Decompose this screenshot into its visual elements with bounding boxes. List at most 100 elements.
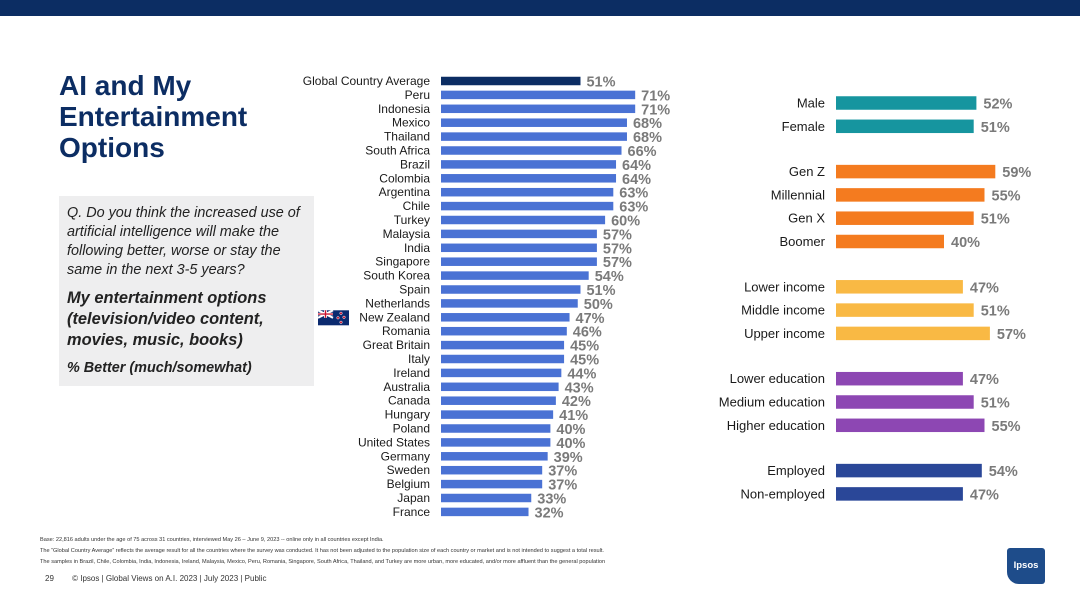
country-bar [441, 229, 597, 239]
question-text: Q. Do you think the increased use of art… [67, 205, 300, 278]
country-label: Colombia [379, 171, 430, 185]
country-bar [441, 174, 617, 183]
demographic-label: Non-employed [740, 486, 825, 501]
country-label: Belgium [387, 477, 430, 491]
demographic-value-label: 54% [989, 464, 1018, 480]
country-value-label: 68% [633, 130, 662, 146]
demographic-bar [836, 463, 982, 478]
demographic-bar [836, 418, 985, 433]
demographic-bar [836, 303, 974, 317]
country-bar [441, 132, 627, 141]
country-label: Chile [403, 199, 431, 213]
country-label: Malaysia [383, 227, 431, 241]
country-label: Great Britain [363, 338, 430, 352]
country-bar [441, 340, 565, 350]
country-label: Sweden [387, 463, 430, 477]
country-bar [441, 299, 578, 308]
question-box: Q. Do you think the increased use of art… [59, 196, 314, 386]
demographic-value-label: 59% [1002, 165, 1031, 181]
country-label: United States [358, 435, 430, 449]
country-value-label: 37% [548, 464, 577, 480]
demographic-label: Medium education [719, 395, 825, 410]
country-bar [441, 507, 529, 517]
new-zealand-flag-icon [317, 309, 349, 326]
average-bar [441, 76, 581, 86]
demographic-value-label: 40% [951, 235, 980, 251]
country-value-label: 40% [556, 436, 585, 452]
country-value-label: 40% [556, 422, 585, 438]
demographic-bar [836, 326, 990, 341]
country-bar [441, 104, 636, 114]
country-value-label: 51% [586, 283, 615, 299]
demographic-label: Middle income [741, 303, 825, 318]
demographic-label: Gen Z [789, 164, 825, 179]
country-label: Poland [393, 422, 430, 436]
country-value-label: 57% [603, 241, 632, 257]
country-label: Brazil [400, 157, 430, 171]
demographic-bar [836, 119, 974, 134]
demographic-bar [836, 280, 963, 294]
country-label: Mexico [392, 116, 430, 130]
slide-title: AI and My Entertainment Options [59, 70, 248, 163]
country-bar [441, 452, 548, 461]
country-value-label: 50% [584, 297, 613, 313]
country-value-label: 60% [611, 214, 640, 230]
country-value-label: 68% [633, 116, 662, 132]
demographic-bar [836, 487, 963, 501]
country-label: Thailand [384, 130, 430, 144]
country-label: Hungary [385, 408, 430, 422]
country-label: Turkey [394, 213, 430, 227]
country-bar [441, 354, 565, 364]
country-value-label: 64% [622, 172, 651, 188]
country-value-label: 57% [603, 255, 632, 271]
country-value-label: 57% [603, 227, 632, 243]
country-bar [441, 326, 567, 336]
country-bar [441, 479, 543, 489]
country-bar [441, 257, 597, 266]
top-banner [0, 0, 1080, 16]
country-bar [441, 160, 617, 169]
country-label: Ireland [393, 366, 430, 380]
footnotes: Base: 22,816 adults under the age of 75 … [40, 535, 760, 568]
country-value-label: 71% [641, 102, 670, 118]
country-bar [441, 313, 570, 322]
demographic-bar [836, 395, 974, 409]
country-bar [441, 382, 559, 392]
demographic-bar [836, 371, 963, 386]
country-label: Romania [382, 324, 430, 338]
demographic-value-label: 47% [970, 487, 999, 503]
country-value-label: 66% [628, 144, 657, 160]
country-value-label: 45% [570, 353, 599, 369]
country-label: Indonesia [378, 102, 430, 116]
country-label: South Korea [363, 269, 430, 283]
demographic-value-label: 47% [970, 372, 999, 388]
footer-copyright: © Ipsos | Global Views on A.I. 2023 | Ju… [72, 574, 267, 583]
country-value-label: 63% [619, 200, 648, 216]
demographic-value-label: 51% [981, 396, 1010, 412]
demographic-bar [836, 164, 996, 179]
demographic-value-label: 55% [992, 188, 1021, 204]
country-bar [441, 243, 597, 253]
country-bar [441, 146, 622, 155]
question-focus: My entertainment options (television/vid… [67, 289, 267, 349]
demographic-label: Millennial [771, 187, 825, 202]
demographic-label: Lower income [744, 279, 825, 294]
country-label: New Zealand [359, 310, 430, 324]
country-bar [441, 201, 614, 211]
country-label: Peru [405, 88, 430, 102]
country-value-label: 43% [565, 380, 594, 396]
country-value-label: 33% [537, 492, 566, 508]
footnote-base: Base: 22,816 adults under the age of 75 … [40, 537, 384, 543]
demographic-value-label: 55% [992, 419, 1021, 435]
demographic-bar [836, 188, 985, 202]
country-bar [441, 438, 551, 447]
demographic-value-label: 51% [981, 212, 1010, 228]
demographic-value-label: 57% [997, 327, 1026, 343]
demographic-value-label: 47% [970, 280, 999, 296]
demographic-label: Gen X [788, 211, 825, 226]
country-value-label: 46% [573, 325, 602, 341]
country-bar [441, 396, 556, 405]
demographic-value-label: 52% [983, 97, 1012, 113]
